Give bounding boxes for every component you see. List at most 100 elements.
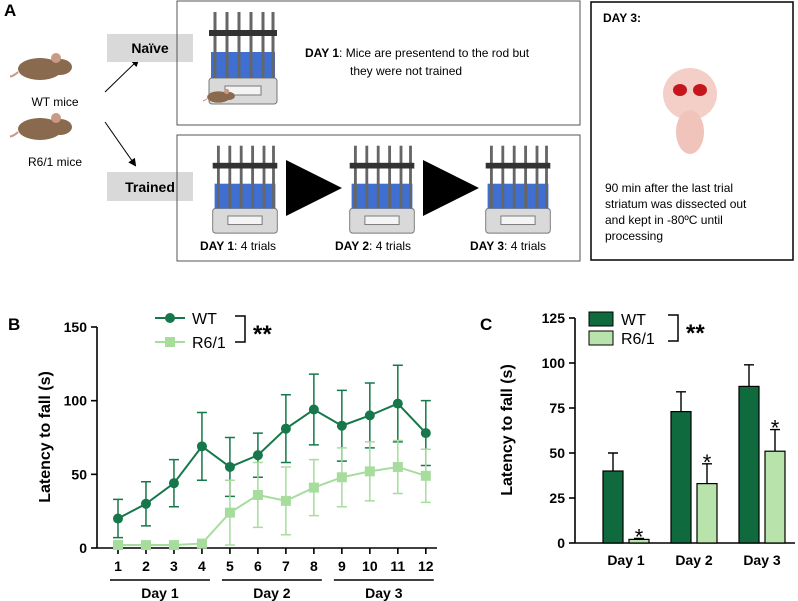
arrow bbox=[104, 121, 137, 167]
x-tick-label: 7 bbox=[282, 558, 290, 574]
x-tick-label: 3 bbox=[170, 558, 178, 574]
series-line bbox=[117, 402, 427, 520]
mouse-label: WT mice bbox=[31, 95, 78, 109]
y-tick-label: 0 bbox=[557, 535, 565, 551]
rotarod-icon bbox=[211, 144, 279, 235]
x-tick-label: 9 bbox=[338, 558, 346, 574]
point bbox=[308, 404, 319, 415]
point bbox=[140, 498, 151, 509]
point bbox=[280, 495, 291, 506]
x-tick-label: 10 bbox=[362, 558, 378, 574]
day3-text: processing bbox=[605, 229, 663, 243]
significance-bracket bbox=[235, 315, 246, 343]
point bbox=[280, 423, 291, 434]
point bbox=[392, 461, 403, 472]
day3-text: and kept in -80ºC until bbox=[605, 213, 723, 227]
panel-letter: A bbox=[4, 1, 16, 20]
arrow bbox=[104, 58, 140, 93]
y-tick-label: 75 bbox=[549, 400, 565, 416]
group-label: Naïve bbox=[131, 40, 169, 56]
significance-mark: * bbox=[771, 416, 780, 441]
y-tick-label: 0 bbox=[79, 540, 87, 556]
point bbox=[392, 398, 403, 409]
y-tick-label: 150 bbox=[64, 319, 88, 335]
point bbox=[308, 482, 319, 493]
point bbox=[196, 538, 207, 549]
rotarod-icon bbox=[348, 144, 416, 235]
x-tick-label: Day 3 bbox=[743, 552, 781, 568]
y-tick-label: 100 bbox=[542, 355, 566, 371]
point bbox=[140, 540, 151, 551]
legend-label: R6/1 bbox=[192, 335, 226, 352]
y-tick-label: 100 bbox=[64, 393, 88, 409]
significance-label: ** bbox=[686, 320, 705, 347]
step-text: DAY 2: 4 trials bbox=[335, 239, 411, 253]
step-text: DAY 3: 4 trials bbox=[470, 239, 546, 253]
point bbox=[168, 540, 179, 551]
bar bbox=[696, 483, 718, 544]
significance-label: ** bbox=[253, 321, 272, 348]
error-bar bbox=[608, 452, 618, 471]
mouse-icon bbox=[10, 112, 73, 141]
point bbox=[336, 472, 347, 483]
panel-letter: B bbox=[8, 315, 20, 334]
rotarod-icon bbox=[484, 144, 552, 235]
point bbox=[336, 420, 347, 431]
legend-swatch bbox=[588, 330, 614, 346]
day3-text: striatum was dissected out bbox=[605, 197, 747, 211]
naive-text: they were not trained bbox=[350, 64, 462, 78]
error-bar bbox=[676, 391, 686, 412]
point bbox=[252, 489, 263, 500]
point bbox=[364, 466, 375, 477]
day3-title: DAY 3: bbox=[603, 11, 641, 25]
point bbox=[112, 540, 123, 551]
bar bbox=[602, 470, 624, 544]
legend-label: WT bbox=[621, 312, 646, 329]
point bbox=[364, 410, 375, 421]
point bbox=[420, 428, 431, 439]
bar bbox=[738, 385, 760, 544]
mouse-icon bbox=[10, 52, 73, 81]
mouse-label: R6/1 mice bbox=[28, 155, 82, 169]
naive-box bbox=[176, 0, 581, 126]
y-axis-title: Latency to fall (s) bbox=[37, 371, 54, 503]
panel-letter: C bbox=[480, 315, 492, 334]
point bbox=[224, 461, 235, 472]
x-tick-label: 11 bbox=[390, 558, 405, 574]
trained-box bbox=[176, 134, 581, 262]
point bbox=[252, 450, 263, 461]
y-axis-title: Latency to fall (s) bbox=[499, 364, 516, 496]
legend-swatch bbox=[588, 311, 614, 327]
point bbox=[420, 470, 431, 481]
significance-mark: * bbox=[635, 525, 644, 550]
error-bar bbox=[770, 428, 780, 452]
series-line bbox=[117, 465, 427, 547]
point bbox=[112, 513, 123, 524]
x-tick-label: 12 bbox=[418, 558, 434, 574]
x-tick-label: 1 bbox=[114, 558, 122, 574]
group-label: Day 2 bbox=[253, 585, 291, 601]
y-tick-label: 50 bbox=[71, 466, 87, 482]
x-tick-label: 4 bbox=[198, 558, 206, 574]
y-tick-label: 125 bbox=[542, 310, 566, 326]
group-tag bbox=[107, 172, 193, 201]
x-tick-label: 6 bbox=[254, 558, 262, 574]
x-tick-label: 8 bbox=[310, 558, 318, 574]
x-tick-label: Day 2 bbox=[675, 552, 713, 568]
y-tick-label: 25 bbox=[549, 490, 565, 506]
group-label: Trained bbox=[125, 179, 175, 195]
x-tick-label: 2 bbox=[142, 558, 150, 574]
step-text: DAY 1: 4 trials bbox=[200, 239, 276, 253]
significance-mark: * bbox=[703, 450, 712, 475]
error-bar bbox=[634, 537, 644, 540]
error-bar bbox=[744, 364, 754, 387]
group-label: Day 3 bbox=[365, 585, 403, 601]
legend-marker bbox=[165, 313, 175, 323]
error-bar bbox=[702, 463, 712, 484]
y-tick-label: 50 bbox=[549, 445, 565, 461]
x-tick-label: Day 1 bbox=[607, 552, 645, 568]
group-tag bbox=[107, 34, 193, 62]
point bbox=[168, 478, 179, 489]
rotarod-icon bbox=[207, 10, 279, 106]
